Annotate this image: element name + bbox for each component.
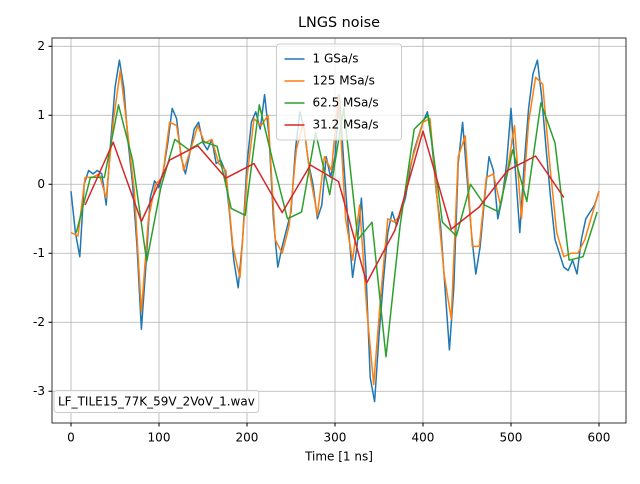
series-line xyxy=(70,59,600,403)
x-tick-label: 100 xyxy=(148,431,171,445)
x-tick-label: 200 xyxy=(236,431,259,445)
y-tick-label: 1 xyxy=(37,108,45,122)
x-tick-label: 0 xyxy=(67,431,75,445)
legend-label: 1 GSa/s xyxy=(313,52,359,66)
legend-label: 125 MSa/s xyxy=(313,74,375,88)
legend-label: 31.2 MSa/s xyxy=(313,118,379,132)
legend-label: 62.5 MSa/s xyxy=(313,96,379,110)
annotation-box xyxy=(53,390,260,413)
y-tick-label: -2 xyxy=(33,315,45,329)
series-line xyxy=(75,102,598,358)
x-tick-label: 300 xyxy=(324,431,347,445)
y-tick-label: -3 xyxy=(33,384,45,398)
annotation: LF_TILE15_77K_59V_2VoV_1.wav xyxy=(58,395,255,409)
y-tick-label: 0 xyxy=(37,177,45,191)
series-line xyxy=(84,130,565,284)
x-tick-label: 400 xyxy=(412,431,435,445)
chart-title: LNGS noise xyxy=(298,15,380,31)
y-tick-label: 2 xyxy=(37,39,45,53)
plot-frame xyxy=(51,37,627,424)
x-axis-label: Time [1 ns] xyxy=(304,450,373,464)
x-tick-label: 600 xyxy=(588,431,611,445)
legend-box xyxy=(276,43,402,141)
y-tick-label: -1 xyxy=(33,246,45,260)
x-tick-label: 500 xyxy=(500,431,523,445)
